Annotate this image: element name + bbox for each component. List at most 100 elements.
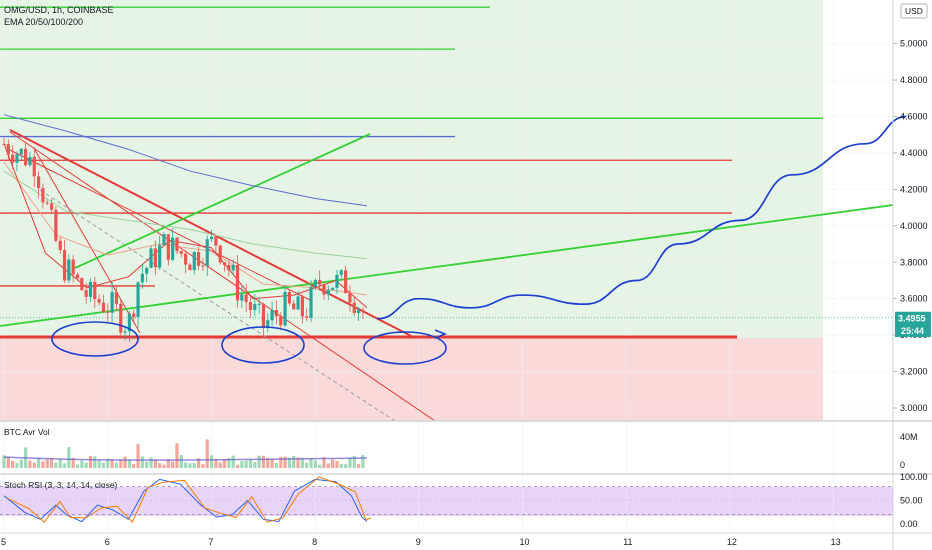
- volume-bar: [123, 456, 127, 468]
- candle-body: [287, 292, 292, 304]
- volume-bar: [209, 455, 214, 468]
- candle-body: [15, 154, 19, 163]
- volume-bar: [196, 458, 201, 468]
- volume-bar: [283, 456, 287, 468]
- candle-body: [153, 248, 157, 268]
- candle-body: [88, 281, 93, 297]
- time-tick-label: 6: [105, 537, 110, 547]
- candle-body: [171, 237, 175, 260]
- time-tick-label: 7: [208, 537, 213, 547]
- volume-bar: [67, 447, 71, 468]
- candle-body: [11, 154, 15, 163]
- candle-body: [235, 264, 240, 301]
- volume-bar: [305, 462, 309, 468]
- candle-body: [123, 331, 127, 333]
- candle-body: [110, 292, 114, 313]
- time-tick-label: 8: [312, 537, 317, 547]
- countdown-tag-text: 25:44: [901, 326, 924, 336]
- time-axis[interactable]: 5 6 7 8 9 10 11 12 13: [1, 537, 841, 547]
- volume-bar: [361, 455, 365, 468]
- candle-body: [218, 245, 222, 263]
- rising-support-line: [0, 204, 894, 327]
- volume-bar: [71, 457, 75, 468]
- candle-body: [196, 252, 201, 266]
- support-circle-3: [363, 331, 447, 365]
- volume-bar: [218, 462, 222, 468]
- horizontal-levels: [0, 6, 893, 339]
- volume-bar: [326, 463, 330, 468]
- candle-body: [67, 259, 71, 281]
- candle-body: [253, 304, 257, 310]
- volume-bar: [279, 456, 283, 468]
- time-tick-label: 11: [623, 537, 632, 547]
- volume-bar: [101, 462, 106, 468]
- price-axis[interactable]: 3.00003.20003.40003.60003.80004.00004.20…: [893, 39, 928, 413]
- volume-bar: [114, 462, 119, 468]
- volume-bar: [145, 461, 149, 468]
- candle-body: [270, 310, 274, 321]
- candle-body: [209, 236, 214, 240]
- candle-body: [175, 237, 179, 252]
- candle-body: [339, 270, 343, 275]
- candle-body: [6, 144, 10, 155]
- symbol-title: OMG/USD, 1h, COINBASE: [4, 5, 114, 15]
- candle-body: [71, 259, 75, 275]
- volume-bar: [171, 461, 175, 468]
- volume-bar: [49, 457, 54, 468]
- ema-100-line: [3, 170, 367, 260]
- volume-bar: [309, 458, 313, 468]
- candle-body: [322, 284, 326, 295]
- volume-bar: [356, 464, 361, 468]
- candle-body: [24, 148, 28, 166]
- candle-body: [162, 234, 166, 246]
- volume-bar: [58, 459, 62, 468]
- price-tick-label: 3.2000: [900, 367, 928, 377]
- currency-button[interactable]: USD: [900, 3, 928, 19]
- candle-body: [231, 264, 235, 271]
- candle-body: [84, 290, 88, 297]
- volume-label: BTC Avr Vol: [4, 427, 50, 437]
- volume-bar: [88, 455, 93, 468]
- candle-body: [58, 240, 62, 251]
- stoch-label: Stoch RSI (3, 3, 14, 14, close): [4, 480, 118, 490]
- candle-body: [132, 313, 136, 318]
- candle-body: [93, 281, 97, 300]
- volume-bar: [214, 459, 218, 468]
- volume-bar: [240, 461, 244, 468]
- volume-bar: [127, 459, 132, 468]
- candle-body: [356, 309, 361, 314]
- volume-bar: [2, 455, 6, 468]
- candle-body: [192, 252, 196, 271]
- forecast-curve: [377, 115, 907, 320]
- candle-body: [266, 320, 270, 328]
- stoch-tick-label: 100.00: [900, 472, 928, 482]
- volume-bar: [32, 462, 36, 468]
- candle-body: [45, 202, 49, 204]
- diagonal-red-line: [34, 149, 141, 334]
- ema-50-line: [3, 161, 367, 296]
- candle-body: [184, 253, 188, 265]
- candle-body: [352, 302, 356, 314]
- volume-bar: [149, 457, 153, 468]
- red-zone: [0, 338, 823, 421]
- candle-body: [348, 293, 352, 303]
- candle-body: [75, 274, 80, 279]
- volume-bar: [322, 457, 326, 468]
- time-tick-label: 5: [1, 537, 6, 547]
- candle-body: [205, 239, 209, 267]
- volume-bar: [188, 463, 192, 468]
- candle-body: [248, 302, 253, 310]
- price-tick-label: 4.4000: [900, 148, 928, 158]
- volume-bar: [261, 455, 266, 468]
- price-tick-label: 4.8000: [900, 75, 928, 85]
- candle-body: [127, 313, 132, 332]
- volume-bar: [11, 460, 15, 468]
- candle-body: [227, 264, 231, 271]
- candle-body: [136, 282, 140, 318]
- candle-body: [222, 262, 227, 265]
- candle-body: [292, 303, 296, 310]
- price-tick-label: 4.6000: [900, 112, 928, 122]
- price-tick-label: 4.2000: [900, 184, 928, 194]
- candle-body: [361, 309, 365, 313]
